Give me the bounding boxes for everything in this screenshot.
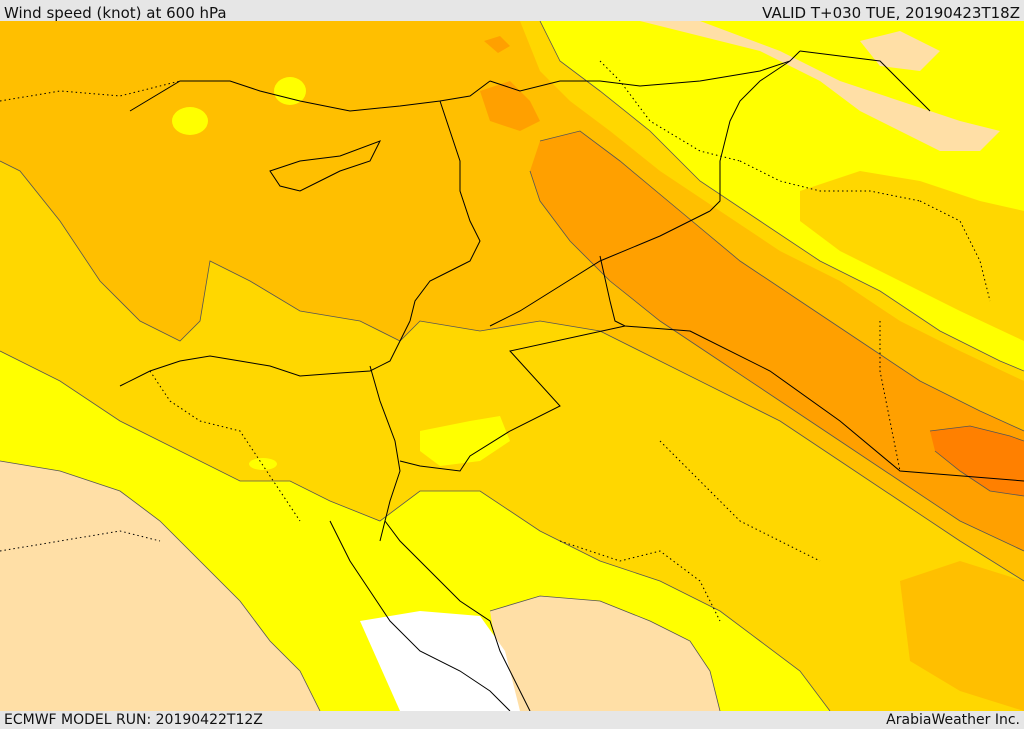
model-run: ECMWF MODEL RUN: 20190422T12Z bbox=[4, 712, 263, 728]
map-title: Wind speed (knot) at 600 hPa bbox=[4, 4, 227, 22]
band-peach-southwest bbox=[0, 461, 320, 711]
band-yellow-spot-3 bbox=[249, 458, 277, 470]
band-darkorange-core bbox=[930, 426, 1024, 496]
band-orange-small bbox=[480, 81, 540, 131]
band-yellow-spot-2 bbox=[172, 107, 208, 135]
band-orange-gold-main bbox=[0, 21, 1024, 581]
band-peach-northeast bbox=[640, 21, 1000, 151]
credit: ArabiaWeather Inc. bbox=[886, 712, 1020, 728]
borders bbox=[399, 50, 1024, 482]
band-yellow-sinai bbox=[420, 416, 510, 466]
wind-speed-map bbox=[0, 21, 1024, 711]
band-peach-arabia bbox=[490, 596, 720, 711]
band-orange-jet bbox=[530, 131, 1024, 551]
valid-time: VALID T+030 TUE, 20190423T18Z bbox=[762, 4, 1020, 22]
band-orange-gold-east bbox=[900, 561, 1024, 711]
band-orange-dot bbox=[484, 36, 510, 53]
coastlines bbox=[119, 80, 531, 711]
band-yellow-spot bbox=[274, 77, 306, 105]
internal-boundaries bbox=[0, 60, 991, 622]
band-gold-northeast bbox=[800, 171, 1024, 341]
